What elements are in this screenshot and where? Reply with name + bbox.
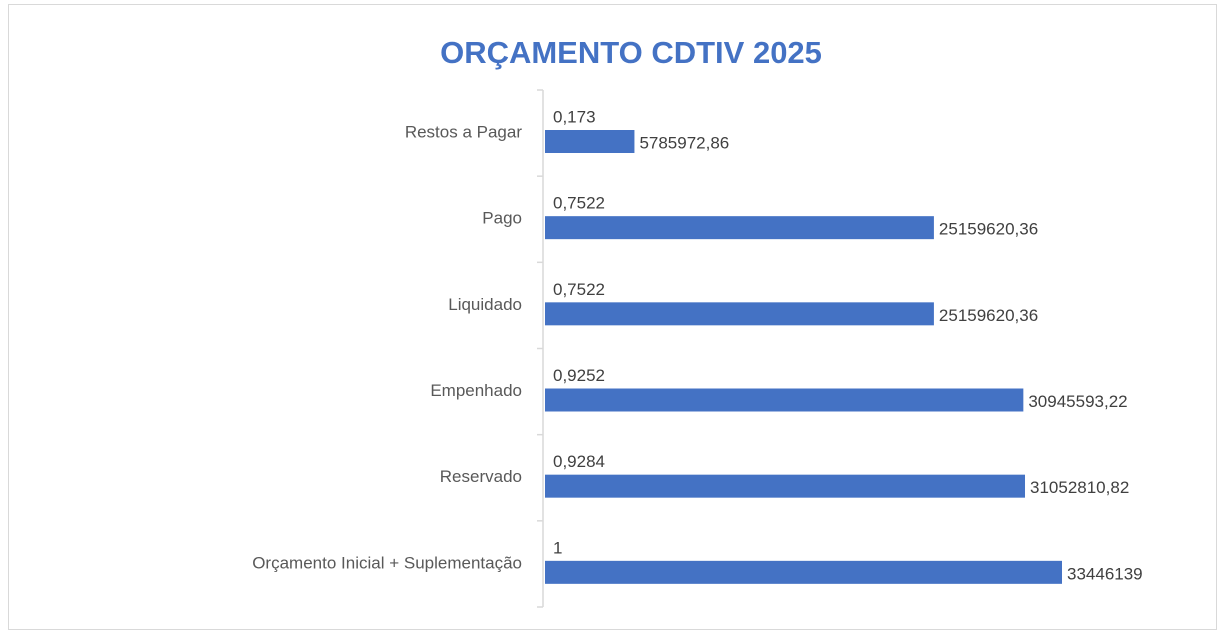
data-label: 33446139 [1067,564,1143,583]
chart-title: ORÇAMENTO CDTIV 2025 [440,35,822,70]
data-label: 0,173 [553,107,596,126]
category-label: Empenhado [430,381,522,400]
data-label: 5785972,86 [639,133,729,152]
category-label: Liquidado [448,295,522,314]
data-label: 25159620,36 [939,220,1038,239]
bar [545,388,1024,412]
data-label: 30945593,22 [1028,392,1127,411]
category-label: Reservado [440,467,522,486]
data-label: 0,9252 [553,366,605,385]
data-label: 0,7522 [553,194,605,213]
data-label: 25159620,36 [939,306,1038,325]
bar [545,216,934,240]
data-label: 0,9284 [553,452,605,471]
data-label: 31052810,82 [1030,478,1129,497]
category-label: Pago [482,209,522,228]
category-label: Restos a Pagar [405,122,523,141]
bar [545,302,934,326]
data-label: 1 [553,538,562,557]
bar [545,474,1026,498]
bar [545,560,1062,584]
data-label: 0,7522 [553,280,605,299]
category-label: Orçamento Inicial + Suplementação [252,553,522,572]
bar [545,130,635,153]
